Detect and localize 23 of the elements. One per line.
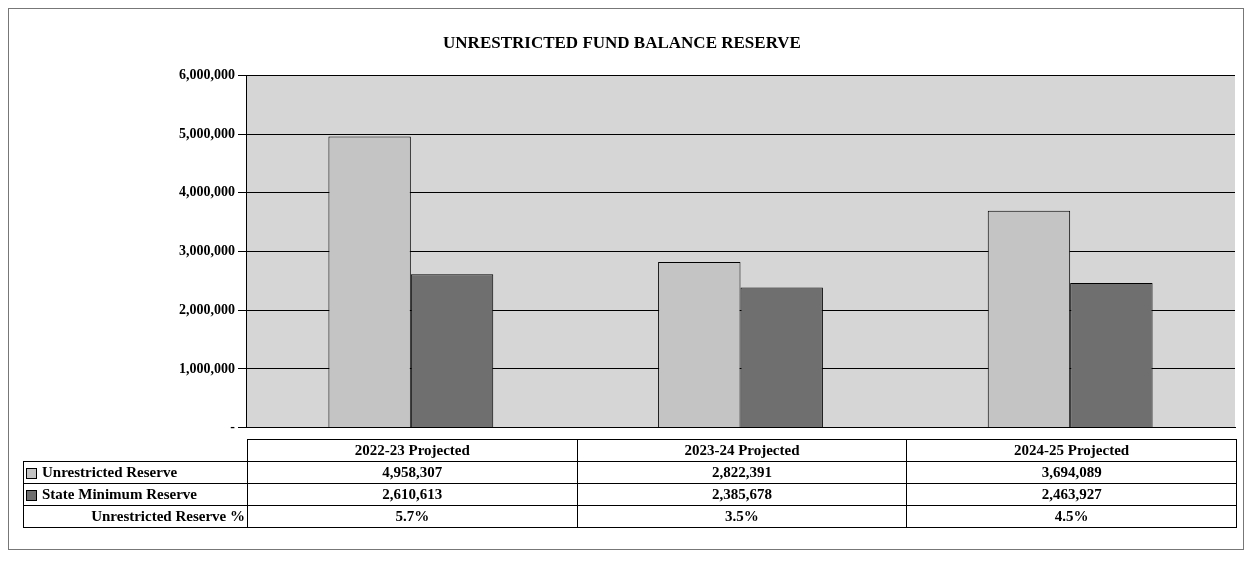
y-tick-label: - [230,419,236,435]
text: Unrestricted Reserve % [23,505,248,528]
text: 5.7% [247,505,578,528]
y-tick-label: 1,000,000 [179,360,235,376]
x-tick-label: 2022-23 Projected [247,439,578,462]
data-label: 2,822,391 [577,461,907,484]
y-tick-label: 2,000,000 [179,301,235,317]
legend-label: State Minimum Reserve [23,483,248,506]
x-tick-label: 2024-25 Projected [906,439,1237,462]
text: 4.5% [906,505,1237,528]
y-tick-label: 6,000,000 [179,67,235,83]
data-label: 2,385,678 [577,483,907,506]
data-label: 2,463,927 [906,483,1237,506]
y-tick-label: 4,000,000 [179,184,235,200]
text: 3.5% [577,505,907,528]
data-label: 3,694,089 [906,461,1237,484]
legend-label: Unrestricted Reserve [23,461,248,484]
data-label: 4,958,307 [247,461,578,484]
data-label: 2,610,613 [247,483,578,506]
y-tick-label: 5,000,000 [179,125,235,141]
y-tick-label: 3,000,000 [179,243,235,259]
chart-title: UNRESTRICTED FUND BALANCE RESERVE [443,32,801,52]
x-tick-label: 2023-24 Projected [577,439,907,462]
